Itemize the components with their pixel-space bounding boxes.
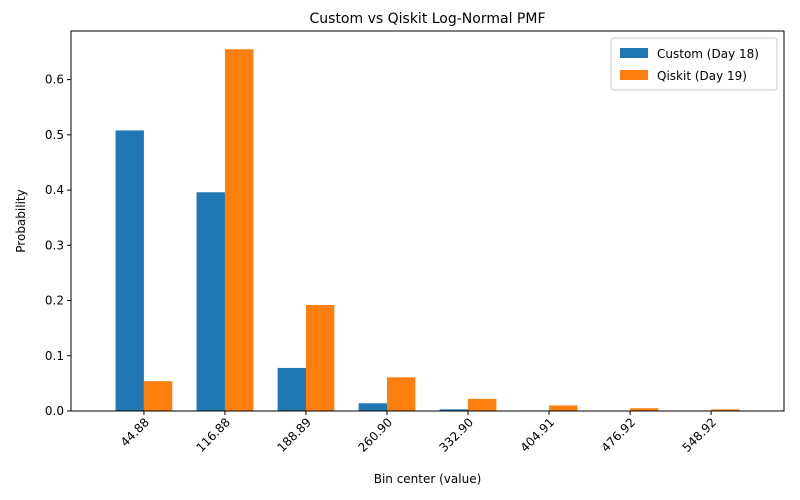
x-tick-label: 548.92	[680, 415, 720, 455]
x-tick-label: 476.92	[599, 415, 639, 455]
bar-qiskit-4	[468, 398, 497, 411]
plot-frame	[70, 30, 785, 412]
y-axis: 0.0 0.1 0.2 0.3 0.4 0.5 0.6	[45, 73, 71, 418]
bar-qiskit-5	[549, 405, 578, 411]
x-tick-label: 332.90	[437, 415, 477, 455]
chart-title: Custom vs Qiskit Log-Normal PMF	[310, 11, 546, 27]
bar-qiskit-0	[143, 381, 173, 411]
legend-swatch	[620, 48, 648, 58]
bar-custom-2	[277, 367, 306, 411]
x-tick-label: 188.89	[274, 415, 314, 455]
x-tick-label: 260.90	[356, 415, 396, 455]
bar-qiskit-1	[224, 49, 254, 411]
y-tick-label: 0.4	[45, 183, 64, 197]
y-tick-label: 0.5	[45, 128, 64, 142]
bar-custom-0	[115, 130, 144, 411]
bar-custom-4	[439, 409, 469, 411]
bar-qiskit-2	[305, 304, 335, 411]
bar-custom-3	[358, 403, 387, 411]
y-tick-label: 0.3	[45, 238, 64, 252]
y-tick-label: 0.2	[45, 294, 64, 308]
y-tick-label: 0.1	[45, 349, 64, 363]
legend-swatch	[620, 70, 648, 80]
legend-label: Qiskit (Day 19)	[657, 69, 747, 83]
x-tick-label: 44.88	[118, 415, 152, 449]
x-tick-label: 404.91	[518, 415, 558, 455]
bar-custom-1	[196, 192, 225, 411]
bar-qiskit-3	[386, 377, 416, 411]
bars-group	[115, 49, 740, 411]
y-axis-label: Probability	[14, 189, 28, 252]
y-tick-label: 0.0	[45, 404, 64, 418]
x-tick-label: 116.88	[193, 415, 233, 455]
bar-qiskit-6	[630, 408, 659, 411]
legend-box	[610, 37, 778, 91]
x-axis: 44.88 116.88 188.89 260.90 332.90 404.91 476.9…	[118, 411, 719, 455]
x-axis-label: Bin center (value)	[374, 472, 482, 486]
legend: Custom (Day 18) Qiskit (Day 19)	[610, 37, 778, 91]
y-tick-label: 0.6	[45, 73, 64, 87]
bar-qiskit-7	[711, 409, 740, 411]
legend-label: Custom (Day 18)	[657, 47, 759, 61]
